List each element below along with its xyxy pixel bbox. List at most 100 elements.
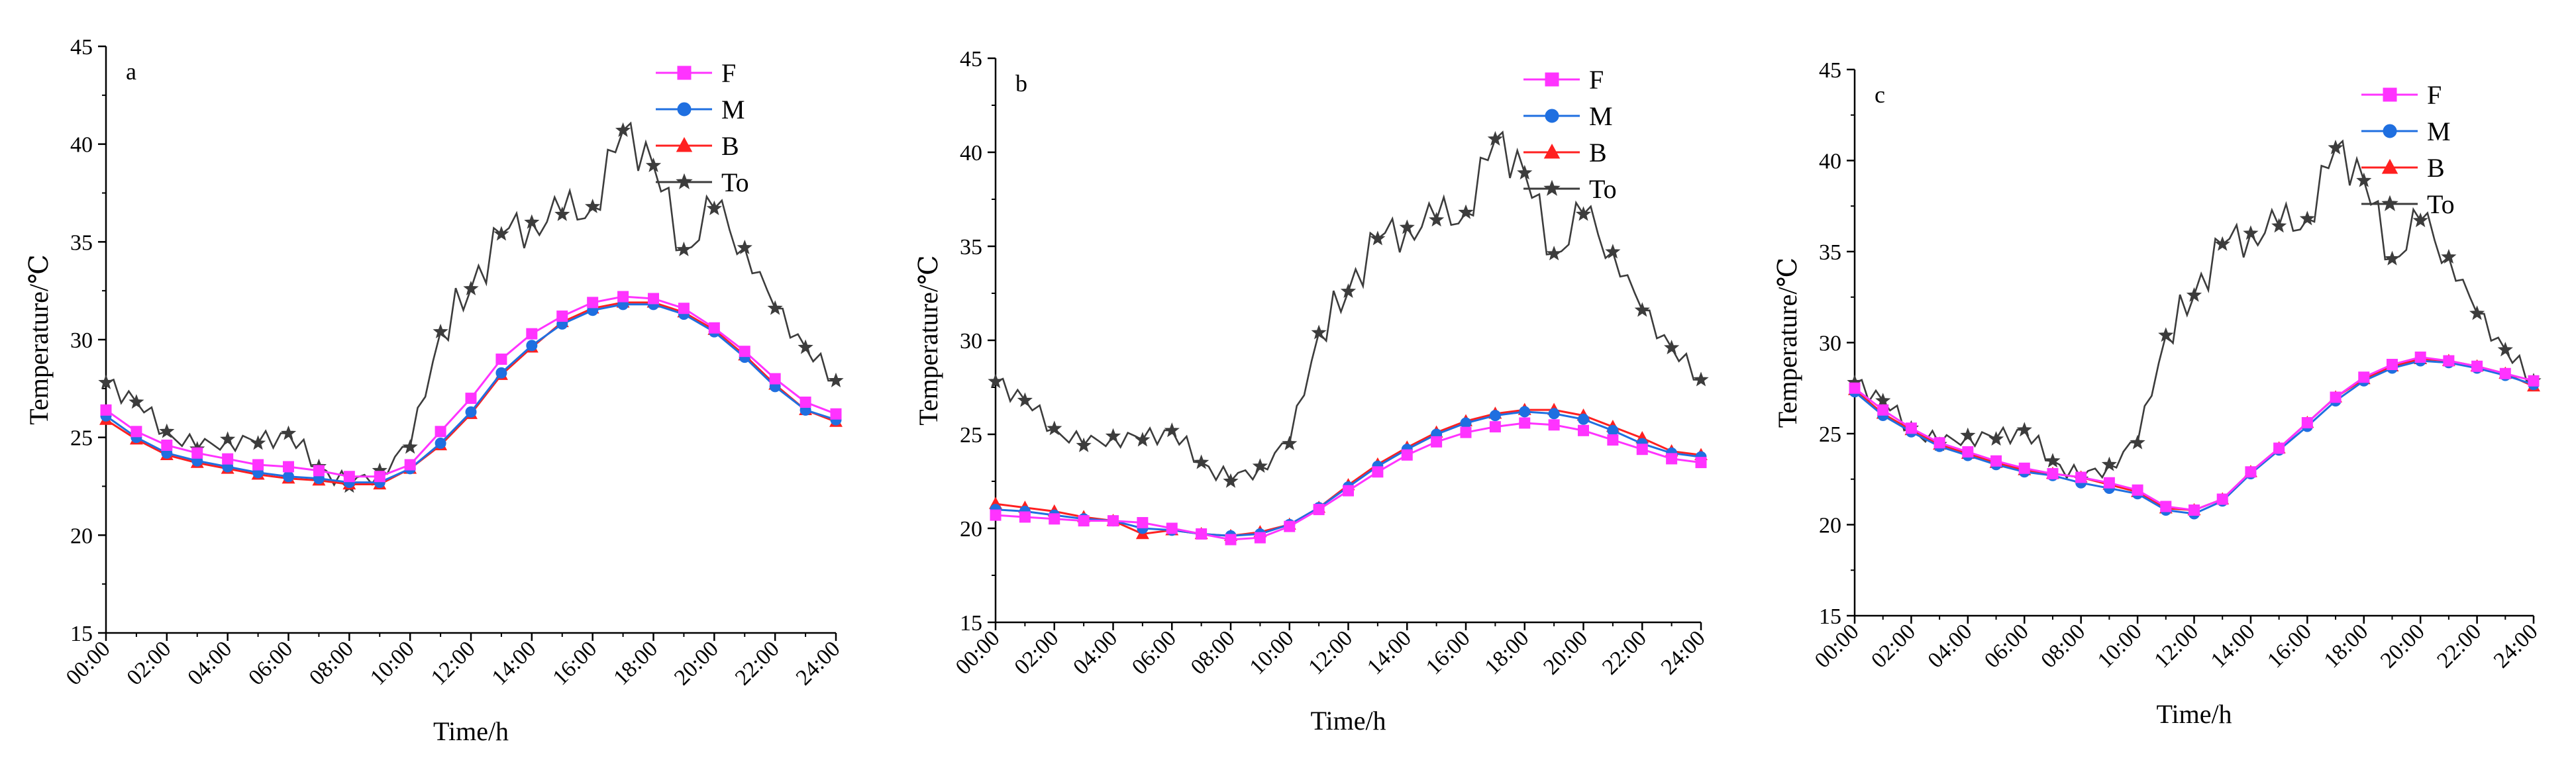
data-point-F: F 7h: 19.7 [1196,528,1208,540]
data-point-F: F 16h: 25.6 [2301,417,2313,428]
data-point-F: F 19h: 31.6 [678,303,690,314]
data-point-F: F 8h: 22.6 [2075,471,2087,483]
x-tick-label: 14:00 [488,636,541,690]
y-tick-label: 35 [70,230,93,255]
data-point-To: To 17h: 40.7 [2328,139,2344,155]
series-F: F 0h: 27.5 F 1h: 26.3 F 2h: 25.3 F 3h: 24.5… [1849,352,2540,516]
data-point-To: To 3h: 24.4 [1076,437,1092,452]
y-tick-label: 15 [1819,604,1841,629]
data-point-F: F 3h: 24.2 [191,447,203,459]
data-point-To: To 19h: 34.6 [2384,250,2400,265]
legend: FMB To [656,58,749,197]
x-tick-label: 20:00 [2376,619,2430,673]
y-tick-label: 20 [70,524,93,548]
data-point-F: F 10h: 23.6 [404,459,416,471]
data-point-To: To 14h: 36 [2243,225,2259,240]
data-point-F: F 9h: 23 [374,471,386,483]
series-line-F [105,295,837,478]
data-point-F: F 11h: 21 [2160,501,2172,512]
data-point-F: F 6h: 20 [1166,522,1178,534]
data-point-F: F 19h: 25.5 [1548,419,1560,431]
data-point-To: To 0h: 27.8 [98,374,114,389]
data-point-To: To 1h: 26.8 [1017,392,1033,407]
legend-label-B: B [2427,153,2445,183]
data-point-F: F 3h: 24.5 [1933,437,1945,449]
data-point-To: To 10h: 24.5 [402,439,418,454]
y-tick-label: 35 [960,235,982,260]
x-tick-label: 24:00 [2489,619,2543,673]
data-point-F: F 2h: 24.6 [161,439,173,451]
data-point-F: F 4h: 20.4 [1108,515,1119,527]
data-point-To: To 22h: 31.6 [2469,305,2485,320]
data-point-F: F 22h: 28.7 [2471,360,2483,372]
legend-label-To: To [721,168,749,197]
data-point-To: To 2h: 25.3 [159,423,175,438]
series-F: F 0h: 20.7 F 1h: 20.6 F 2h: 20.5 F 3h: 20.4… [990,417,1707,546]
data-point-F: F 2h: 20.5 [1049,513,1060,525]
series-B: B 0h: 25.9B 1h: 24.9B 2h: 24.1B 3h: 23.7… [99,295,843,490]
legend-label-F: F [2427,80,2442,110]
data-point-To: To 6h: 25.2 [280,425,297,440]
data-point-To: To 15h: 36.4 [2271,218,2287,233]
data-point-F: F 20h: 25.2 [1578,424,1589,436]
data-point-F: F 23h: 28.3 [2499,367,2511,379]
data-point-F: F 7h: 22.8 [2047,468,2059,479]
series-To: To 0h: 27.8To 1h: 26.8To 2h: 25.3To 3h: … [98,121,844,493]
legend-marker-M [677,102,692,117]
data-point-To: To 15h: 36.4 [554,206,570,221]
data-point-F: F 6h: 23.5 [283,461,294,473]
data-point-F: F 18h: 28.1 [2358,371,2370,383]
data-point-F: F 13h: 21.4 [2216,493,2228,505]
x-tick-label: 08:00 [1186,626,1240,679]
data-point-To: To 19h: 34.6 [676,241,692,257]
data-point-To: To 24h: 27.9 [828,372,844,387]
data-point-To: To 12h: 32.6 [2186,287,2202,302]
data-point-To: To 0h: 27.8 [988,373,1004,389]
data-point-F: F 7h: 23.3 [313,465,325,477]
data-point-To: To 23h: 29.6 [2497,342,2513,357]
data-point-To: To 19h: 34.6 [1546,246,1562,261]
x-tick-label: 24:00 [792,636,845,690]
data-point-To: To 22h: 31.6 [1634,302,1650,317]
x-tick-label: 04:00 [183,636,236,690]
x-tick-label: 22:00 [2432,619,2486,673]
x-tick-label: 20:00 [670,636,723,690]
data-point-F: F 11h: 21 [1313,504,1325,516]
y-tick-label: 15 [960,611,982,636]
data-point-F: F 1h: 25.3 [130,426,142,438]
data-point-M: M 18h: 26.2 [1519,406,1531,418]
legend-label-M: M [1589,101,1613,131]
data-point-To: To 9h: 23.3 [2101,456,2117,471]
data-point-To: To 18h: 38.9 [1517,164,1533,180]
data-point-F: F 15h: 24.6 [1431,436,1443,448]
data-point-F: F 16h: 31.9 [587,297,599,309]
data-point-F: F 13h: 23 [1372,466,1384,478]
x-tick-label: 20:00 [1539,626,1592,679]
data-point-To: To 4h: 24.9 [220,431,236,446]
data-point-To: To 20h: 36.7 [706,200,722,216]
data-point-M: M 12h: 26.3 [465,406,477,418]
legend-label-M: M [721,95,745,124]
series-line-F [1854,356,2534,512]
data-point-F: F 12h: 20.8 [2189,504,2200,516]
data-point-To: To 23h: 29.6 [1664,340,1680,355]
data-point-To: To 5h: 24.7 [1988,431,2004,446]
data-point-To: To 16h: 36.8 [585,198,601,214]
data-point-F: F 4h: 23.9 [222,453,234,465]
panel-letter: b [1015,70,1027,97]
legend-marker-B [676,136,693,152]
data-point-To: To 12h: 32.6 [463,280,479,296]
y-tick-label: 25 [960,423,982,448]
data-point-To: To 4h: 24.9 [1105,428,1121,443]
data-point-F: F 17h: 27 [2330,391,2342,403]
data-point-F: F 6h: 23.1 [2018,462,2030,474]
data-point-To: To 11h: 30.4 [1311,324,1327,340]
data-point-To: To 6h: 25.2 [1164,422,1180,438]
legend: FMB To [1523,65,1617,204]
data-point-F: F 9h: 19.5 [1254,532,1266,544]
data-point-F: F 20h: 30.6 [708,322,720,334]
x-tick-label: 04:00 [1068,626,1122,679]
legend-marker-M [1545,109,1559,123]
